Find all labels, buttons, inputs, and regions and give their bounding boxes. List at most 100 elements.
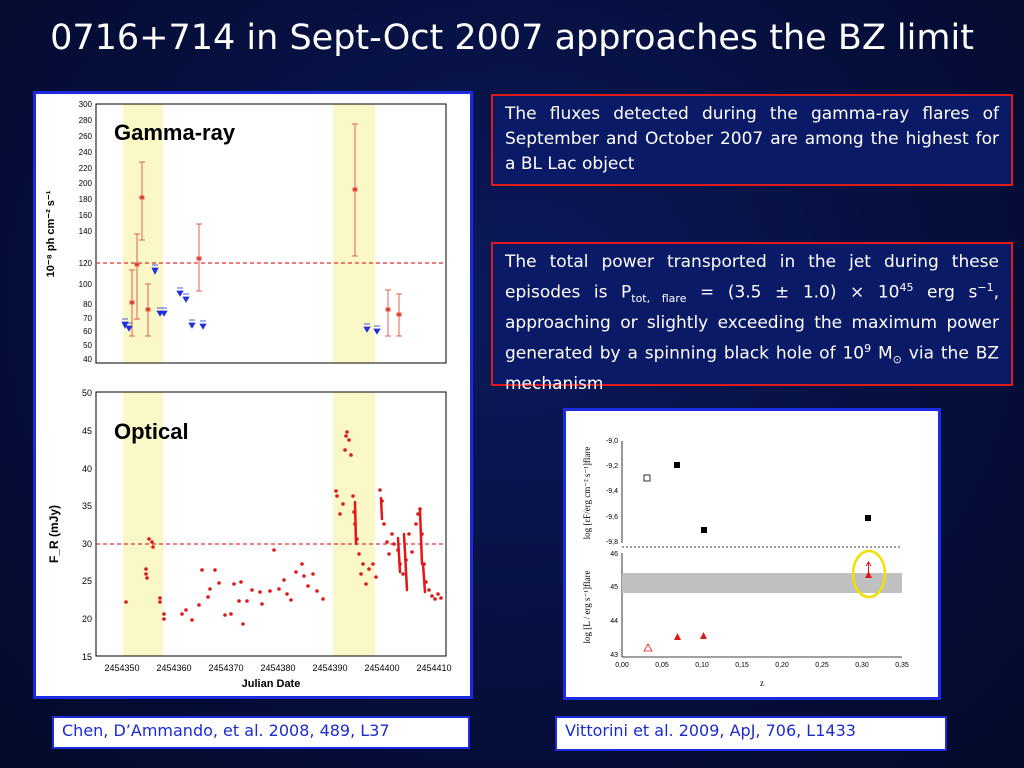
flux-point — [674, 462, 680, 468]
jet-power-text-2: = (3.5 ± 1.0) × 10 — [686, 282, 900, 303]
y-tick-label: 15 — [82, 652, 92, 662]
luminosity-point-open — [643, 643, 653, 652]
optical-point — [285, 592, 289, 596]
optical-point — [357, 552, 361, 556]
optical-point — [208, 587, 212, 591]
y-tick-label: 120 — [79, 259, 93, 268]
optical-point — [361, 562, 365, 566]
optical-point — [162, 617, 166, 621]
x-tick-label: 2454390 — [312, 663, 347, 673]
top-y-axis-label: log [εF/erg cm⁻² s⁻¹]flare — [582, 447, 592, 540]
gamma-point — [196, 223, 202, 292]
optical-point — [144, 572, 148, 576]
optical-point — [184, 608, 188, 612]
y-tick-label: 140 — [79, 227, 93, 236]
luminosity-point — [674, 633, 681, 640]
jet-power-note: The total power transported in the jet d… — [491, 242, 1013, 394]
x-tick-label: 0,25 — [815, 662, 829, 669]
optical-point — [277, 587, 281, 591]
optical-point — [407, 532, 411, 536]
y-tick-label: 240 — [79, 148, 93, 157]
y-tick-label: -9,8 — [606, 539, 618, 546]
optical-streak — [379, 496, 384, 521]
subscript-tot-flare: tot, flare — [631, 292, 687, 306]
optical-point — [213, 568, 217, 572]
gamma-ray-label: Gamma-ray — [114, 120, 236, 145]
optical-point — [144, 567, 148, 571]
y-tick-label: 50 — [83, 341, 92, 350]
y-tick-label: 280 — [79, 116, 93, 125]
x-axis-label: z — [760, 678, 764, 688]
y-tick-label: 200 — [79, 179, 93, 188]
optical-point — [223, 613, 227, 617]
gamma-upper-limit — [121, 318, 129, 329]
x-tick-label: 0,05 — [655, 662, 669, 669]
flux-point — [865, 515, 871, 521]
optical-point — [343, 448, 347, 452]
bz-limit-band — [622, 573, 902, 593]
optical-point — [345, 430, 349, 434]
optical-point — [414, 522, 418, 526]
gamma-point — [134, 233, 140, 320]
y-tick-label: 70 — [83, 314, 92, 323]
bz-comparison-plot: -9,0 -9,2 -9,4 -9,6 -9,8 log [εF/erg cm⁻… — [582, 438, 909, 688]
gamma-y-axis-label: 10⁻⁸ ph cm⁻² s⁻¹ — [45, 190, 57, 277]
reference-vittorini: Vittorini et al. 2009, ApJ, 706, L1433 — [555, 716, 947, 751]
optical-point — [371, 562, 375, 566]
optical-point — [418, 507, 422, 511]
optical-point — [145, 576, 149, 580]
x-tick-label: 2454370 — [208, 663, 243, 673]
flare-band — [333, 104, 375, 363]
optical-point — [250, 588, 254, 592]
optical-point — [147, 537, 151, 541]
y-tick-label: -9,2 — [606, 463, 618, 470]
bottom-y-axis-label: log [L / erg s⁻¹]flare — [582, 571, 592, 644]
optical-point — [349, 453, 353, 457]
optical-point — [272, 548, 276, 552]
y-tick-label: 160 — [79, 211, 93, 220]
optical-point — [410, 550, 414, 554]
gamma-upper-limit — [373, 325, 381, 335]
gamma-upper-limit — [363, 323, 371, 333]
jet-power-text-6: via the BZ mechanism — [505, 343, 1000, 395]
gamma-point — [129, 269, 135, 337]
y-tick-label: 180 — [79, 195, 93, 204]
y-tick-label: 50 — [82, 388, 92, 398]
reference-chen: Chen, D’Ammando, et al. 2008, 489, L37 — [52, 716, 470, 749]
optical-plot-frame — [95, 391, 447, 657]
gamma-upper-limit — [188, 319, 196, 329]
optical-point — [294, 570, 298, 574]
optical-streak — [396, 536, 402, 574]
gamma-flux-note: The fluxes detected during the gamma-ray… — [491, 94, 1013, 186]
superscript-minus-1: −1 — [977, 281, 994, 294]
optical-point — [158, 596, 162, 600]
optical-point — [150, 540, 154, 544]
optical-point — [334, 489, 338, 493]
optical-point — [302, 574, 306, 578]
optical-point — [387, 552, 391, 556]
jet-power-text-3: erg s — [913, 282, 978, 303]
x-tick-label: 0,30 — [855, 662, 869, 669]
jet-power-text-5: M — [871, 343, 893, 364]
y-tick-label: 35 — [82, 501, 92, 511]
optical-point — [315, 589, 319, 593]
gamma-upper-limit — [182, 293, 190, 303]
flare-band — [123, 392, 163, 656]
optical-y-axis-label: F_R (mJy) — [47, 505, 61, 563]
gamma-point — [385, 289, 391, 337]
optical-point — [268, 589, 272, 593]
optical-point — [229, 612, 233, 616]
y-tick-label: -9,4 — [606, 488, 618, 495]
x-tick-label: 0,10 — [695, 662, 709, 669]
x-axis-label: Julian Date — [242, 678, 301, 690]
superscript-45: 45 — [899, 281, 914, 294]
y-tick-label: 40 — [82, 464, 92, 474]
optical-point — [282, 578, 286, 582]
luminosity-point — [865, 571, 872, 578]
x-tick-label: 0,00 — [615, 662, 629, 669]
y-tick-label: 46 — [610, 551, 618, 558]
optical-streak — [418, 509, 424, 566]
optical-point — [335, 494, 339, 498]
jet-power-text-4: , approaching or slightly exceeding the … — [505, 282, 999, 364]
gamma-point — [396, 293, 402, 337]
